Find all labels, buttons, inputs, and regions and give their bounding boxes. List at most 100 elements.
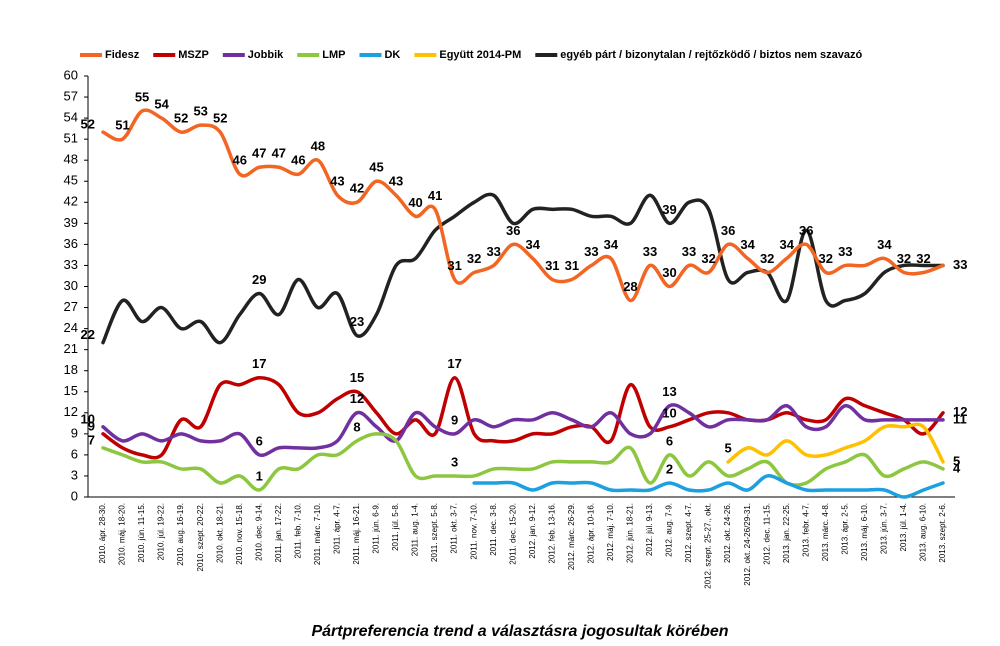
data-label: 43 bbox=[389, 174, 403, 189]
data-label: 33 bbox=[838, 244, 852, 259]
data-label: 34 bbox=[877, 237, 892, 252]
x-tick-label: 2010. dec. 9-14. bbox=[254, 503, 263, 561]
x-tick-label: 2010. okt. 18-21. bbox=[215, 503, 224, 563]
x-tick-label: 2012. szept. 25-27., okt. bbox=[704, 503, 713, 589]
series-line bbox=[101, 432, 945, 492]
y-tick-label: 18 bbox=[64, 362, 78, 377]
data-label: 10 bbox=[81, 411, 95, 426]
x-tick-label: 2011. nov. 7-10. bbox=[469, 503, 478, 560]
data-label: 9 bbox=[451, 412, 458, 427]
x-tick-label: 2012. máj. 7-10. bbox=[606, 503, 615, 561]
legend-label: DK bbox=[384, 49, 400, 61]
x-tick-label: 2011. dec. 3-8. bbox=[489, 503, 498, 556]
x-tick-label: 2010. nov. 15-18. bbox=[235, 503, 244, 565]
data-label: 32 bbox=[467, 251, 481, 266]
data-label: 3 bbox=[451, 454, 458, 469]
series-line bbox=[101, 108, 945, 303]
data-label: 36 bbox=[799, 223, 813, 238]
x-tick-label: 2010. júl. 19-22. bbox=[157, 503, 166, 560]
y-tick-label: 21 bbox=[64, 341, 78, 356]
data-label: 52 bbox=[213, 111, 227, 126]
series-line bbox=[101, 192, 945, 345]
data-label: 52 bbox=[81, 117, 95, 132]
data-label: 31 bbox=[565, 258, 579, 273]
data-label: 7 bbox=[88, 432, 95, 447]
x-tick-label: 2010. jún. 11-15. bbox=[137, 503, 146, 562]
legend: Fidesz MSZP Jobbik LMP DK Együtt 2014-PM egyéb… bbox=[80, 49, 863, 61]
data-label: 31 bbox=[545, 258, 559, 273]
legend-label: Együtt 2014-PM bbox=[439, 49, 521, 61]
data-label: 8 bbox=[353, 419, 360, 434]
data-label: 48 bbox=[311, 139, 325, 154]
data-label: 6 bbox=[666, 433, 673, 448]
x-tick-label: 2011. dec. 15-20. bbox=[508, 503, 517, 565]
data-label: 22 bbox=[81, 327, 95, 342]
x-tick-label: 2013. júl. 1-4. bbox=[899, 503, 908, 551]
data-label: 9 bbox=[88, 418, 95, 433]
data-label: 39 bbox=[662, 202, 676, 217]
y-tick-label: 30 bbox=[64, 278, 78, 293]
data-label: 40 bbox=[408, 195, 422, 210]
data-label: 34 bbox=[526, 237, 541, 252]
data-label: 32 bbox=[897, 251, 911, 266]
data-label: 53 bbox=[193, 104, 207, 119]
series-line bbox=[726, 422, 945, 464]
data-label: 54 bbox=[154, 97, 169, 112]
data-label: 41 bbox=[428, 188, 442, 203]
y-tick-label: 57 bbox=[64, 88, 78, 103]
data-label: 15 bbox=[350, 370, 364, 385]
x-tick-label: 2011. ápr. 4-7. bbox=[333, 503, 342, 554]
y-tick-label: 12 bbox=[64, 404, 78, 419]
y-tick-label: 0 bbox=[71, 488, 78, 503]
data-label: 6 bbox=[256, 433, 263, 448]
y-tick-label: 60 bbox=[64, 67, 78, 82]
x-tick-label: 2010. szept. 20-22. bbox=[196, 503, 205, 572]
data-label: 5 bbox=[953, 453, 960, 468]
data-label: 34 bbox=[740, 237, 755, 252]
data-label: 12 bbox=[953, 404, 967, 419]
y-tick-label: 3 bbox=[71, 467, 78, 482]
x-tick-label: 2013. jan. 22-25. bbox=[782, 503, 791, 563]
x-tick-label: 2011. okt. 3-7. bbox=[450, 503, 459, 554]
series-line bbox=[472, 474, 945, 499]
x-tick-label: 2012. okt. 24-26. bbox=[723, 503, 732, 563]
data-label: 2 bbox=[666, 461, 673, 476]
data-label: 52 bbox=[174, 111, 188, 126]
data-label: 32 bbox=[760, 251, 774, 266]
data-label: 34 bbox=[604, 237, 619, 252]
data-label: 32 bbox=[819, 251, 833, 266]
data-label: 28 bbox=[623, 279, 637, 294]
data-label: 11 bbox=[953, 411, 967, 426]
x-tick-label: 2010. máj. 18-20. bbox=[118, 503, 127, 565]
data-label: 45 bbox=[369, 160, 383, 175]
data-label: 42 bbox=[350, 181, 364, 196]
chart-title: Pártpreferencia trend a választásra jogo… bbox=[311, 623, 728, 640]
y-tick-label: 15 bbox=[64, 383, 78, 398]
x-tick-label: 2013. febr. 4-7. bbox=[801, 503, 810, 557]
data-label: 13 bbox=[662, 384, 676, 399]
data-label: 12 bbox=[350, 391, 364, 406]
series-line bbox=[101, 375, 945, 460]
x-tick-label: 2013. máj. 6-10. bbox=[860, 503, 869, 561]
data-label: 33 bbox=[486, 244, 500, 259]
x-tick-label: 2011. márc. 7-10. bbox=[313, 503, 322, 565]
data-label: 4 bbox=[953, 460, 961, 475]
y-tick-label: 54 bbox=[64, 110, 78, 125]
x-tick-label: 2012. feb. 13-16. bbox=[547, 503, 556, 564]
x-tick-label: 2012. jún. 18-21. bbox=[626, 503, 635, 563]
data-label: 34 bbox=[779, 237, 794, 252]
data-label: 31 bbox=[447, 258, 461, 273]
x-tick-label: 2012. jan. 9-12. bbox=[528, 503, 537, 559]
x-tick-label: 2010. aug. 16-19. bbox=[176, 503, 185, 566]
data-label: 46 bbox=[233, 153, 247, 168]
x-tick-label: 2012. szept. 4-7. bbox=[684, 503, 693, 563]
legend-label: LMP bbox=[322, 49, 345, 61]
data-label: 5 bbox=[724, 440, 731, 455]
x-tick-label: 2011. feb. 7-10. bbox=[293, 503, 302, 558]
x-tick-label: 2012. júl. 9-13. bbox=[645, 503, 654, 556]
data-label: 23 bbox=[350, 314, 364, 329]
y-tick-label: 45 bbox=[64, 173, 78, 188]
data-label: 55 bbox=[135, 90, 149, 105]
series-line bbox=[101, 403, 945, 458]
